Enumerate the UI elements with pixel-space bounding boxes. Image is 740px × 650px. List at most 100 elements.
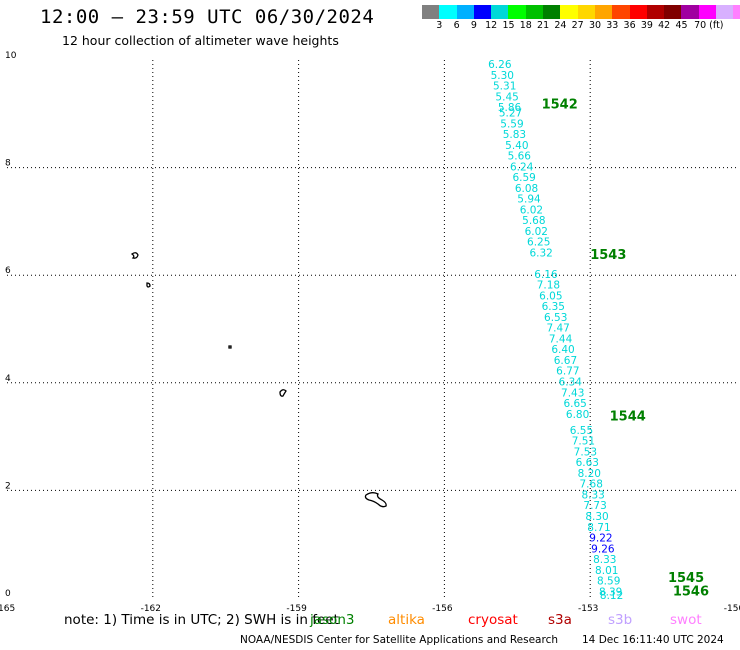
pass-time-label: 1545 (668, 571, 704, 586)
wave-height-label: 6.02 (525, 226, 548, 238)
wave-height-label: 5.27 (499, 107, 522, 119)
wave-height-label: 6.25 (527, 237, 550, 249)
island-outline (130, 252, 139, 259)
color-legend-labels: 3 6 9 12 15 18 21 24 27 30 33 36 39 42 45 70 (ft) (422, 20, 740, 34)
color-legend-label: 18 (519, 20, 532, 31)
color-swatch (491, 5, 509, 19)
wave-height-labels: 6.265.305.315.455.865.275.595.835.405.66… (488, 59, 623, 602)
color-legend-bar (422, 5, 740, 19)
wave-height-label: 6.40 (551, 344, 574, 356)
credit-line: NOAA/NESDIS Center for Satellite Applica… (240, 634, 558, 646)
wave-height-label: 5.45 (495, 91, 518, 103)
color-legend-label: 3 (436, 20, 443, 31)
color-swatch (439, 5, 457, 19)
wave-height-label: 6.59 (512, 172, 535, 184)
wave-height-label: 8.30 (585, 511, 608, 523)
pass-time-label: 1543 (590, 248, 626, 263)
color-legend-label: 33 (606, 20, 619, 31)
grid-lines (7, 60, 736, 598)
satellite-legend-item: altika (388, 612, 425, 628)
pass-time-label: 1544 (610, 409, 646, 424)
satellite-legend-item: swot (670, 612, 702, 628)
wave-height-label: 8.12 (600, 590, 623, 602)
color-swatch (422, 5, 440, 19)
satellite-legend-item: cryosat (468, 612, 518, 628)
y-tick-label: 0 (5, 589, 11, 599)
wave-height-label: 6.80 (566, 409, 589, 421)
wave-height-label: 5.66 (508, 151, 532, 163)
wave-height-label: 5.94 (517, 194, 541, 206)
wave-height-label: 7.73 (583, 500, 606, 512)
color-swatch (698, 5, 717, 19)
color-legend-label: 39 (640, 20, 653, 31)
footer-note: note: 1) Time is in UTC; 2) SWH is in fe… (64, 612, 339, 628)
wave-height-label: 6.05 (539, 290, 562, 302)
color-legend-label: 45 (675, 20, 688, 31)
wave-height-label: 5.40 (505, 140, 528, 152)
color-legend-label: 36 (623, 20, 636, 31)
wave-height-label: 6.67 (554, 355, 577, 367)
color-swatch (473, 5, 492, 19)
wave-height-label: 6.35 (542, 301, 565, 313)
wave-height-label: 6.24 (510, 161, 534, 173)
wave-height-label: 7.44 (549, 333, 573, 345)
generation-timestamp: 14 Dec 16:11:40 UTC 2024 (582, 634, 724, 646)
satellite-legend-item: s3a (548, 612, 572, 628)
island-outline (228, 345, 232, 349)
color-swatch (733, 5, 740, 19)
wave-height-label: 7.18 (537, 280, 560, 292)
x-tick-label: -165 (0, 604, 15, 614)
wave-height-label: 8.59 (597, 576, 620, 588)
island-outline (279, 389, 287, 397)
wave-height-label: 9.26 (591, 543, 615, 555)
color-legend-label: 21 (537, 20, 550, 31)
wave-height-label: 6.65 (563, 398, 586, 410)
wave-height-label: 5.31 (493, 81, 516, 93)
wave-height-label: 8.71 (587, 522, 610, 534)
wave-height-label: 8.33 (593, 554, 616, 566)
color-swatch (612, 5, 630, 19)
y-tick-label: 10 (5, 51, 17, 61)
chart-subtitle: 12 hour collection of altimeter wave hei… (62, 33, 339, 48)
wave-height-label: 7.47 (546, 323, 569, 335)
wave-height-label: 6.55 (570, 425, 593, 437)
wave-height-label: 8.20 (578, 468, 601, 480)
color-legend-label: 9 (470, 20, 477, 31)
wave-height-label: 6.34 (559, 376, 583, 388)
wave-height-label: 5.83 (503, 129, 526, 141)
color-swatch (577, 5, 595, 19)
pass-time-label: 1546 (673, 584, 709, 599)
wave-height-label: 5.86 (498, 102, 522, 114)
color-legend-label: 24 (554, 20, 567, 31)
x-tick-label: -150 (724, 604, 740, 614)
color-legend-label: 30 (588, 20, 602, 31)
wave-height-label: 6.63 (576, 457, 599, 469)
wave-height-label: 6.16 (534, 269, 558, 281)
wave-height-label: 6.77 (556, 366, 579, 378)
wave-height-label: 6.26 (488, 59, 512, 71)
x-tick-label: -162 (141, 604, 161, 614)
axis-tick-labels: -165 -162 -159 -156 -153 -150 0 2 4 6 8 10 (0, 51, 740, 614)
island-outlines (130, 252, 387, 508)
color-legend-label: 12 (485, 20, 498, 31)
pass-time-label: 1542 (542, 97, 578, 112)
chart-title: 12:00 – 23:59 UTC 06/30/2024 (40, 6, 375, 28)
wave-height-label: 9.22 (589, 533, 612, 545)
wave-height-label: 8.39 (599, 586, 622, 598)
color-swatch (646, 5, 665, 19)
wave-height-label: 8.01 (595, 565, 618, 577)
satellite-legend-item: s3b (608, 612, 633, 628)
color-swatch (543, 5, 561, 19)
color-legend-label: 6 (453, 20, 460, 31)
wave-height-label: 5.30 (491, 70, 514, 82)
wave-height-label: 5.68 (522, 215, 545, 227)
y-tick-label: 2 (5, 481, 11, 491)
island-outline (364, 492, 387, 508)
wave-height-label: 6.08 (515, 183, 538, 195)
x-tick-label: -153 (578, 604, 598, 614)
color-legend-label: 27 (571, 20, 584, 31)
wave-height-label: 5.59 (500, 118, 523, 130)
x-tick-label: -156 (432, 604, 453, 614)
wave-height-label: 7.51 (572, 436, 595, 448)
